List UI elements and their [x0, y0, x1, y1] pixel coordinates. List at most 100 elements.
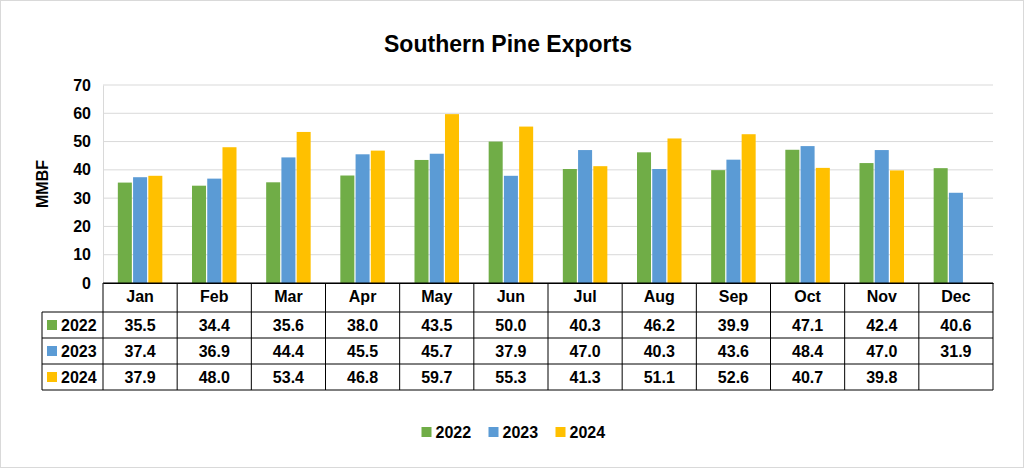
grid-line [103, 113, 993, 114]
background [1, 1, 1024, 468]
x-tick: Nov [867, 283, 897, 305]
y-tick: 50 [73, 133, 103, 150]
bar [801, 146, 815, 283]
y-tick: 60 [73, 105, 103, 122]
title: Southern Pine Exports [384, 31, 632, 57]
y-tick: 10 [73, 246, 103, 263]
legend-label: 2023 [503, 424, 539, 441]
x-axis: JanFebMarAprMayJunJulAugSepOctNovDec [104, 283, 994, 305]
x-tick-label: Sep [719, 288, 749, 305]
bar [415, 160, 429, 283]
table-value: 48.4 [792, 343, 823, 360]
y-tick: 20 [73, 218, 103, 235]
table-border [42, 312, 993, 313]
table-value: 40.7 [792, 369, 823, 386]
table-value: 50.0 [495, 317, 526, 334]
x-tick-label: Dec [941, 288, 970, 305]
bar [593, 166, 607, 283]
table-value: 34.4 [199, 317, 230, 334]
x-tick: Sep [719, 283, 749, 305]
bar [222, 147, 236, 283]
x-tick-label: Jun [497, 288, 525, 305]
table-border [918, 283, 919, 390]
bar [519, 127, 533, 283]
table-value: 47.0 [570, 343, 601, 360]
bar [890, 170, 904, 283]
y-tick-label: 20 [73, 218, 91, 235]
table-value: 35.5 [125, 317, 156, 334]
grid-line [103, 85, 993, 86]
x-tick-label: Nov [867, 288, 897, 305]
table-border [844, 283, 845, 390]
table-value: 46.2 [644, 317, 675, 334]
table-row-label: 2022 [61, 317, 97, 334]
table-border [622, 283, 623, 390]
bar [207, 179, 221, 283]
x-axis-line [104, 283, 994, 284]
legend-label: 2024 [570, 424, 606, 441]
x-tick-label: Jan [126, 288, 154, 305]
x-tick: Dec [941, 283, 970, 305]
y-tick: 40 [73, 161, 103, 178]
table-value: 53.4 [273, 369, 304, 386]
table-border [42, 390, 993, 391]
table-value: 45.7 [421, 343, 452, 360]
table-border [251, 283, 252, 390]
table-value: 52.6 [718, 369, 749, 386]
bar [652, 169, 666, 283]
bar [356, 154, 370, 283]
legend-key [556, 427, 566, 437]
table-border [325, 283, 326, 390]
table-row-label: 2024 [61, 369, 97, 386]
chart: Southern Pine ExportsMMBF010203040506070… [0, 0, 1024, 468]
x-tick: Oct [794, 283, 821, 305]
bar [192, 186, 206, 283]
bars [118, 114, 963, 283]
table-value: 59.7 [421, 369, 452, 386]
table-key [47, 320, 57, 330]
x-tick: Jul [574, 283, 597, 305]
y-tick-label: 50 [73, 133, 91, 150]
x-tick: Mar [274, 283, 302, 305]
table-border [399, 283, 400, 390]
table-value: 44.4 [273, 343, 304, 360]
table-border [770, 283, 771, 390]
table-value: 42.4 [866, 317, 897, 334]
bar [563, 169, 577, 283]
table-value: 47.0 [866, 343, 897, 360]
table-value: 55.3 [495, 369, 526, 386]
grid-line [103, 141, 993, 142]
table-value: 46.8 [347, 369, 378, 386]
bar [445, 114, 459, 283]
bar [133, 177, 147, 283]
y-tick-label: 40 [73, 161, 91, 178]
table-border [103, 283, 104, 390]
table-border [696, 283, 697, 390]
bar [118, 183, 132, 283]
x-tick-label: Mar [274, 288, 302, 305]
grid [103, 85, 993, 283]
y-tick-label: 60 [73, 105, 91, 122]
x-tick: Aug [644, 283, 675, 305]
x-tick-label: Oct [794, 288, 821, 305]
table-border [993, 283, 994, 390]
table-border [177, 283, 178, 390]
table-border [42, 312, 43, 390]
table-border [473, 283, 474, 390]
bar [667, 138, 681, 283]
grid-line [103, 283, 993, 284]
y-tick-label: 30 [73, 190, 91, 207]
bar [816, 168, 830, 283]
legend-key [422, 427, 432, 437]
table-border [42, 364, 993, 365]
table-value: 43.5 [421, 317, 452, 334]
table-border [42, 338, 993, 339]
bar [711, 170, 725, 283]
table-value: 41.3 [570, 369, 601, 386]
table-value: 40.6 [940, 317, 971, 334]
y-tick: 30 [73, 190, 103, 207]
bar [430, 154, 444, 283]
table-value: 40.3 [644, 343, 675, 360]
y-tick: 70 [73, 77, 103, 94]
legend-label: 2022 [436, 424, 472, 441]
